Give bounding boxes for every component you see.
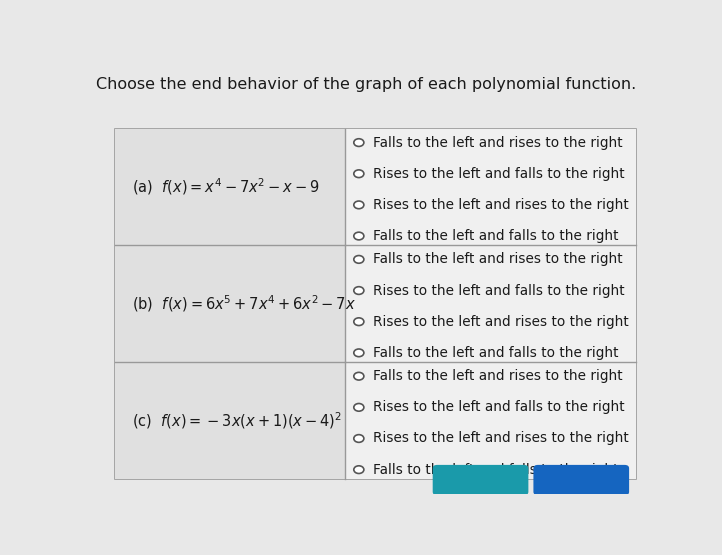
Circle shape xyxy=(354,287,364,294)
Text: (c)  $f(x) = -3x(x+1)(x-4)^2$: (c) $f(x) = -3x(x+1)(x-4)^2$ xyxy=(132,410,342,431)
Text: Rises to the left and rises to the right: Rises to the left and rises to the right xyxy=(373,198,629,212)
Circle shape xyxy=(354,255,364,263)
Bar xyxy=(345,129,636,245)
Text: Falls to the left and rises to the right: Falls to the left and rises to the right xyxy=(373,369,622,383)
Text: Rises to the left and falls to the right: Rises to the left and falls to the right xyxy=(373,166,625,181)
Text: Falls to the left and falls to the right: Falls to the left and falls to the right xyxy=(373,229,618,243)
FancyBboxPatch shape xyxy=(432,465,529,495)
Circle shape xyxy=(354,318,364,326)
Circle shape xyxy=(354,232,364,240)
FancyBboxPatch shape xyxy=(534,465,629,495)
Text: (a)  $f(x) = x^4 - 7x^2 - x - 9$: (a) $f(x) = x^4 - 7x^2 - x - 9$ xyxy=(132,176,320,198)
Text: Choose the end behavior of the graph of each polynomial function.: Choose the end behavior of the graph of … xyxy=(96,77,636,92)
Text: Falls to the left and falls to the right: Falls to the left and falls to the right xyxy=(373,463,618,477)
Text: Rises to the left and rises to the right: Rises to the left and rises to the right xyxy=(373,431,629,446)
Circle shape xyxy=(354,372,364,380)
Circle shape xyxy=(354,170,364,178)
Bar xyxy=(345,245,636,362)
Text: Falls to the left and falls to the right: Falls to the left and falls to the right xyxy=(373,346,618,360)
Text: Rises to the left and falls to the right: Rises to the left and falls to the right xyxy=(373,400,625,415)
Bar xyxy=(345,362,636,479)
Circle shape xyxy=(354,201,364,209)
Circle shape xyxy=(354,403,364,411)
Circle shape xyxy=(354,139,364,147)
Bar xyxy=(116,129,636,479)
Bar xyxy=(116,362,345,479)
Text: (b)  $f(x) = 6x^5 + 7x^4 + 6x^2 - 7x$: (b) $f(x) = 6x^5 + 7x^4 + 6x^2 - 7x$ xyxy=(132,294,356,314)
Circle shape xyxy=(354,435,364,442)
Circle shape xyxy=(354,349,364,357)
Circle shape xyxy=(354,466,364,473)
Text: Falls to the left and rises to the right: Falls to the left and rises to the right xyxy=(373,253,622,266)
Bar xyxy=(116,129,345,245)
Text: Rises to the left and falls to the right: Rises to the left and falls to the right xyxy=(373,284,625,297)
Text: Falls to the left and rises to the right: Falls to the left and rises to the right xyxy=(373,135,622,150)
Text: Rises to the left and rises to the right: Rises to the left and rises to the right xyxy=(373,315,629,329)
Bar xyxy=(116,245,345,362)
